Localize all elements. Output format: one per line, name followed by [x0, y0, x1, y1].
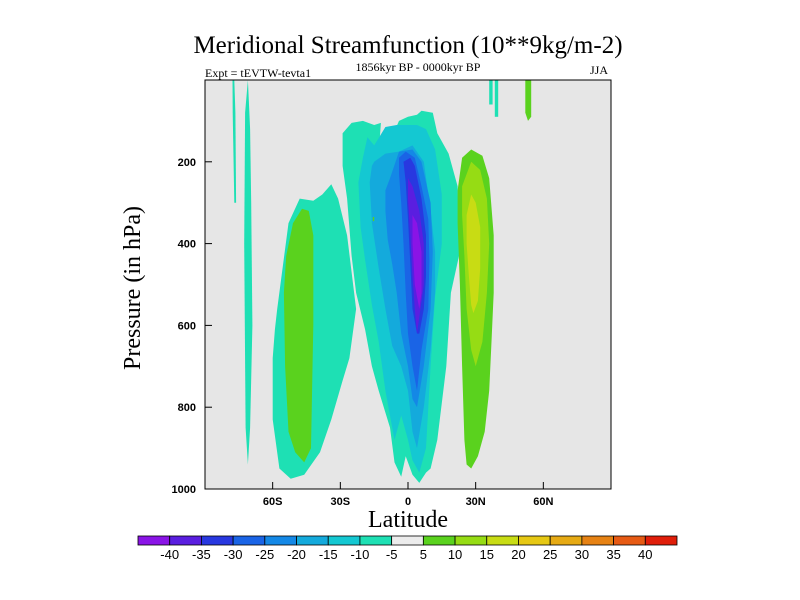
- colorbar-label: -35: [192, 547, 211, 562]
- y-tick-label: 200: [178, 157, 196, 169]
- colorbar-swatch: [359, 535, 393, 546]
- contour-regions: [232, 80, 532, 483]
- colorbar-swatch: [232, 535, 266, 546]
- colorbar-label: -5: [386, 547, 398, 562]
- colorbar-label: 25: [543, 547, 557, 562]
- contour-region-green-dot-15S: [372, 217, 375, 222]
- colorbar-swatch: [422, 535, 456, 546]
- colorbar-label: -40: [160, 547, 179, 562]
- colorbar-swatch: [486, 535, 519, 546]
- contour-region-cyan-strip-80S: [232, 80, 237, 203]
- colorbar-label: 15: [480, 547, 494, 562]
- contour-region-yellow: [466, 194, 481, 314]
- colorbar: -40 -35 -30 -25 -20 -15 -10 -5 5 10 15 20 25 30 35 40: [137, 535, 678, 562]
- colorbar-label: 30: [575, 547, 589, 562]
- x-tick-label: 60S: [263, 496, 283, 508]
- x-axis-ticks: 60S 30S 0 30N 60N: [263, 482, 553, 508]
- colorbar-swatch: [581, 535, 614, 546]
- experiment-label: Expt = tEVTW-tevta1: [205, 66, 311, 80]
- contour-region-purple: [412, 215, 422, 309]
- colorbar-swatch: [169, 535, 202, 546]
- contour-region-green-southern: [283, 208, 314, 463]
- y-tick-label: 600: [178, 320, 196, 332]
- colorbar-swatch: [327, 535, 361, 546]
- colorbar-swatch: [454, 535, 488, 546]
- colorbar-swatch: [137, 535, 171, 546]
- y-tick-label: 400: [178, 239, 196, 251]
- x-axis-label: Latitude: [368, 507, 448, 533]
- colorbar-label: -25: [255, 547, 274, 562]
- x-tick-label: 30N: [466, 496, 486, 508]
- y-axis-ticks: 200 400 600 800 1000: [172, 157, 212, 496]
- colorbar-label: -20: [287, 547, 306, 562]
- colorbar-swatch: [518, 535, 551, 546]
- colorbar-label: 5: [420, 547, 427, 562]
- colorbar-label: -30: [224, 547, 243, 562]
- season-label: JJA: [590, 63, 608, 77]
- colorbar-label: -10: [351, 547, 370, 562]
- contour-region-cyan-strip-37N: [489, 80, 493, 105]
- time-range-label: 1856kyr BP - 0000kyr BP: [356, 60, 481, 74]
- contour-region-cyan-strip-70S: [244, 80, 253, 465]
- colorbar-label: 10: [448, 547, 462, 562]
- colorbar-label: 40: [638, 547, 652, 562]
- colorbar-swatch: [201, 535, 234, 546]
- y-tick-label: 1000: [172, 484, 196, 496]
- contour-region-cyan-strip-39N: [494, 80, 499, 117]
- colorbar-label: 20: [511, 547, 525, 562]
- chart-title: Meridional Streamfunction (10**9kg/m-2): [193, 32, 622, 59]
- colorbar-swatch: [613, 535, 646, 546]
- plot-area: 60S 30S 0 30N 60N 200 400 600 800 1000: [172, 79, 612, 508]
- contour-region-green-strip-54N: [525, 80, 532, 121]
- x-tick-label: 0: [405, 496, 411, 508]
- colorbar-swatch: [644, 535, 678, 546]
- colorbar-label: -15: [319, 547, 338, 562]
- x-tick-label: 60N: [533, 496, 553, 508]
- colorbar-swatch: [549, 535, 583, 546]
- x-tick-label: 30S: [331, 496, 351, 508]
- colorbar-swatch: [391, 535, 424, 546]
- colorbar-swatch: [296, 535, 329, 546]
- y-tick-label: 800: [178, 402, 196, 414]
- colorbar-label: 35: [606, 547, 620, 562]
- colorbar-swatch: [264, 535, 297, 546]
- y-axis-label: Pressure (in hPa): [120, 206, 146, 370]
